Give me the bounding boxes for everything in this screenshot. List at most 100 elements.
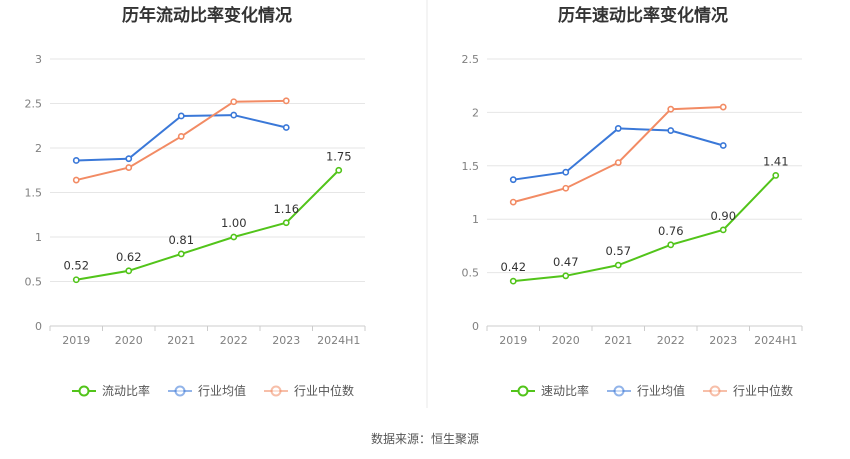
data-point <box>719 142 727 149</box>
series-line <box>513 174 777 283</box>
y-tick-label: 0.5 <box>25 276 43 289</box>
data-point <box>667 105 675 113</box>
data-point <box>230 111 238 119</box>
y-tick-label: 2.5 <box>25 98 43 111</box>
data-point <box>614 159 622 166</box>
legend: 流动比率 行业均值 行业中位数 <box>72 383 354 398</box>
data-label: 0.52 <box>63 259 89 273</box>
legend-item[interactable]: 行业中位数 <box>703 383 793 398</box>
data-point <box>72 157 80 164</box>
legend-item[interactable]: 行业均值 <box>168 383 246 398</box>
series-industry-mean <box>72 111 290 164</box>
data-point <box>614 261 622 269</box>
legend-item[interactable]: 行业均值 <box>607 383 685 398</box>
data-label: 1.75 <box>326 149 352 163</box>
x-tick-label: 2021 <box>167 334 195 347</box>
data-point <box>72 176 80 184</box>
data-label: 0.62 <box>116 250 142 264</box>
data-point <box>125 267 133 275</box>
y-tick-label: 1.5 <box>25 187 43 200</box>
legend-item[interactable]: 流动比率 <box>72 383 150 398</box>
series-industry-mean <box>509 125 727 184</box>
data-point <box>614 125 622 132</box>
y-tick-label: 2.5 <box>462 53 480 66</box>
data-point <box>230 98 238 106</box>
x-tick-label: 2024H1 <box>317 334 360 347</box>
data-point <box>177 250 185 258</box>
data-label: 0.57 <box>605 244 631 258</box>
data-point <box>509 277 517 285</box>
data-source-note: 数据来源：恒生聚源 <box>370 432 479 446</box>
y-tick-label: 1 <box>35 231 42 244</box>
x-tick-label: 2023 <box>709 334 737 347</box>
data-label: 1.41 <box>763 154 789 168</box>
series-line <box>512 106 724 204</box>
legend-label: 行业中位数 <box>294 383 354 398</box>
y-tick-label: 1 <box>472 213 479 226</box>
legend-marker <box>174 385 186 397</box>
data-label: 0.42 <box>500 260 526 274</box>
data-point <box>772 172 780 179</box>
legend-item[interactable]: 速动比率 <box>511 383 589 398</box>
legend-label: 速动比率 <box>541 383 589 398</box>
legend-marker <box>517 385 529 397</box>
legend-label: 行业均值 <box>198 383 246 398</box>
data-label: 0.47 <box>553 255 579 269</box>
data-point <box>509 176 517 184</box>
x-tick-label: 2019 <box>62 334 90 347</box>
y-tick-label: 3 <box>35 53 42 66</box>
data-point <box>282 124 290 131</box>
y-tick-label: 1.5 <box>462 160 480 173</box>
chart-panel-1: 历年流动比率变化情况 0 0.5 1 1.5 2 2.5 3 2019 2020 2021 2022 2… <box>25 5 366 398</box>
data-label: 0.76 <box>658 224 684 238</box>
data-label: 0.90 <box>710 209 736 223</box>
data-label: 0.81 <box>168 233 194 247</box>
data-point <box>562 168 570 176</box>
x-tick-label: 2024H1 <box>754 334 797 347</box>
legend-marker <box>709 385 721 397</box>
series-line <box>76 169 340 281</box>
y-tick-label: 2 <box>472 106 479 119</box>
legend-marker <box>78 385 90 397</box>
data-label: 1.16 <box>273 202 299 216</box>
chart-title: 历年速动比率变化情况 <box>558 5 728 26</box>
x-tick-label: 2022 <box>657 334 685 347</box>
data-point <box>177 112 185 120</box>
legend-marker <box>613 385 625 397</box>
series-industry-median <box>72 97 290 184</box>
legend-item[interactable]: 行业中位数 <box>264 383 354 398</box>
series-main: 0.52 0.62 0.81 1.00 1.16 1.75 <box>63 149 352 284</box>
legend-label: 行业中位数 <box>733 383 793 398</box>
data-point <box>562 272 570 280</box>
y-tick-label: 2 <box>35 142 42 155</box>
series-main: 0.42 0.47 0.57 0.76 0.90 1.41 <box>500 154 789 285</box>
data-point <box>719 226 727 234</box>
data-label: 1.00 <box>221 216 247 230</box>
x-tick-label: 2023 <box>272 334 300 347</box>
data-point <box>282 219 290 227</box>
series-industry-median <box>509 103 727 206</box>
legend-label: 行业均值 <box>637 383 685 398</box>
data-point <box>125 164 133 171</box>
data-point <box>667 241 675 249</box>
x-tick-label: 2021 <box>604 334 632 347</box>
legend-label: 流动比率 <box>102 383 150 398</box>
data-point <box>282 97 290 105</box>
y-tick-label: 0.5 <box>462 267 480 280</box>
data-point <box>230 233 238 241</box>
data-point <box>335 166 343 174</box>
chart-panel-2: 历年速动比率变化情况 0 0.5 1 1.5 2 2.5 2019 2020 2021 2022 20… <box>462 5 803 398</box>
data-point <box>177 133 185 140</box>
x-tick-label: 2020 <box>552 334 580 347</box>
data-point <box>719 103 727 111</box>
y-tick-label: 0 <box>35 320 42 333</box>
x-tick-label: 2019 <box>499 334 527 347</box>
y-tick-label: 0 <box>472 320 479 333</box>
legend: 速动比率 行业均值 行业中位数 <box>511 383 793 398</box>
data-point <box>509 198 517 206</box>
chart-title: 历年流动比率变化情况 <box>122 5 292 26</box>
x-tick-label: 2022 <box>220 334 248 347</box>
x-tick-label: 2020 <box>115 334 143 347</box>
data-point <box>125 155 133 163</box>
